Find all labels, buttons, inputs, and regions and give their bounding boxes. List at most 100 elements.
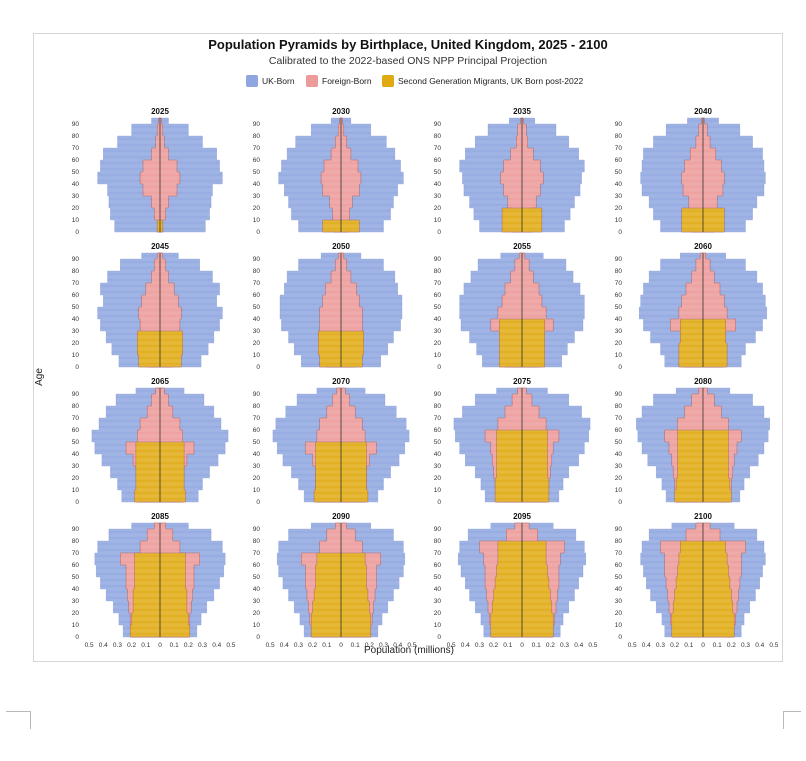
y-tick-label: 40: [615, 181, 623, 188]
x-tick-label: 0.2: [489, 642, 498, 649]
y-tick-label: 30: [434, 328, 442, 335]
y-tick-label: 10: [253, 217, 261, 224]
y-tick-label: 20: [615, 205, 623, 212]
y-tick-label: 90: [434, 256, 442, 263]
x-tick-label: 0.1: [503, 642, 512, 649]
y-tick-label: 90: [72, 391, 80, 398]
y-tick-label: 40: [615, 451, 623, 458]
y-tick-label: 70: [72, 145, 80, 152]
y-tick-label: 50: [253, 304, 261, 311]
y-tick-label: 70: [253, 145, 261, 152]
x-axis-label: Population (millions): [364, 645, 454, 656]
y-tick-label: 60: [72, 157, 80, 164]
y-tick-label: 10: [72, 622, 80, 629]
y-tick-label: 40: [72, 451, 80, 458]
y-tick-label: 30: [253, 463, 261, 470]
x-tick-label: 0.4: [755, 642, 764, 649]
y-tick-label: 20: [615, 475, 623, 482]
y-tick-label: 0: [437, 364, 441, 371]
y-tick-label: 60: [253, 427, 261, 434]
panel-2075: 2075 0 10 20 30 40 50 60 70 80 90: [434, 377, 600, 506]
y-tick-label: 10: [434, 217, 442, 224]
y-tick-label: 40: [72, 586, 80, 593]
y-tick-label: 50: [615, 169, 623, 176]
y-tick-label: 10: [72, 217, 80, 224]
y-tick-label: 20: [615, 340, 623, 347]
y-tick-label: 70: [615, 280, 623, 287]
y-tick-label: 30: [253, 328, 261, 335]
y-tick-label: 0: [75, 229, 79, 236]
x-tick-label: 0.3: [379, 642, 388, 649]
x-tick-label: 0.3: [198, 642, 207, 649]
y-tick-label: 20: [434, 340, 442, 347]
x-tick-label: 0.1: [351, 642, 360, 649]
y-tick-label: 80: [72, 268, 80, 275]
y-tick-label: 60: [434, 427, 442, 434]
y-tick-label: 60: [72, 562, 80, 569]
panel-2065: 2065 0 10 20 30 40 50 60 70 80 90: [72, 377, 238, 506]
y-tick-label: 50: [72, 439, 80, 446]
x-tick-label: 0.1: [170, 642, 179, 649]
panel-2035: 2035 0 10 20 30 40 50 60 70 80 90: [434, 107, 600, 236]
x-tick-label: 0.3: [656, 642, 665, 649]
y-tick-label: 90: [72, 256, 80, 263]
y-tick-label: 70: [434, 550, 442, 557]
y-tick-label: 10: [72, 487, 80, 494]
y-tick-label: 20: [72, 475, 80, 482]
y-tick-label: 40: [253, 181, 261, 188]
y-tick-label: 70: [434, 145, 442, 152]
x-tick-label: 0.3: [113, 642, 122, 649]
y-tick-label: 80: [615, 133, 623, 140]
y-tick-label: 0: [256, 499, 260, 506]
y-tick-label: 60: [434, 157, 442, 164]
y-tick-label: 90: [615, 256, 623, 263]
y-tick-label: 20: [253, 475, 261, 482]
y-tick-label: 90: [72, 121, 80, 128]
panel-2060: 2060 0 10 20 30 40 50 60 70 80 90: [615, 242, 781, 371]
x-tick-label: 0.2: [127, 642, 136, 649]
y-axis-label: Age: [34, 368, 45, 386]
y-tick-label: 60: [434, 292, 442, 299]
x-tick-label: 0.1: [713, 642, 722, 649]
y-tick-label: 70: [253, 550, 261, 557]
y-tick-label: 30: [253, 598, 261, 605]
y-tick-label: 20: [253, 340, 261, 347]
y-tick-label: 80: [72, 538, 80, 545]
y-tick-label: 60: [72, 427, 80, 434]
panel-title-2045: 2045: [151, 242, 169, 251]
x-tick-label: 0: [520, 642, 524, 649]
y-tick-label: 10: [253, 622, 261, 629]
panels-grid: 2025010203040506070809020300102030405060…: [72, 107, 781, 649]
crop-mark-right-v: [783, 711, 784, 729]
y-tick-label: 60: [615, 157, 623, 164]
y-tick-label: 30: [434, 598, 442, 605]
panel-title-2055: 2055: [513, 242, 531, 251]
y-tick-label: 70: [72, 280, 80, 287]
x-tick-label: 0.2: [308, 642, 317, 649]
y-tick-label: 0: [75, 364, 79, 371]
y-tick-label: 40: [615, 316, 623, 323]
y-tick-label: 40: [434, 316, 442, 323]
y-tick-label: 70: [253, 415, 261, 422]
legend: UK-Born Foreign-Born Second Generation M…: [246, 75, 583, 87]
y-tick-label: 20: [434, 475, 442, 482]
panel-2050: 2050 0 10 20 30 40 50 60 70 80 90: [253, 242, 419, 371]
y-tick-label: 70: [615, 550, 623, 557]
y-tick-label: 60: [615, 562, 623, 569]
y-tick-label: 80: [253, 133, 261, 140]
legend-swatch-foreign-born: [306, 75, 318, 87]
y-tick-label: 70: [434, 280, 442, 287]
chart-figure: Population Pyramids by Birthplace, Unite…: [33, 33, 783, 662]
y-tick-label: 50: [434, 304, 442, 311]
y-tick-label: 20: [72, 205, 80, 212]
y-tick-label: 40: [434, 451, 442, 458]
panel-2025: 2025 0 10 20 30 40 50 60 70 80 90: [72, 107, 238, 236]
y-tick-label: 50: [615, 439, 623, 446]
y-tick-label: 50: [72, 169, 80, 176]
legend-swatch-uk-born: [246, 75, 258, 87]
y-tick-label: 40: [253, 586, 261, 593]
y-tick-label: 10: [615, 217, 623, 224]
